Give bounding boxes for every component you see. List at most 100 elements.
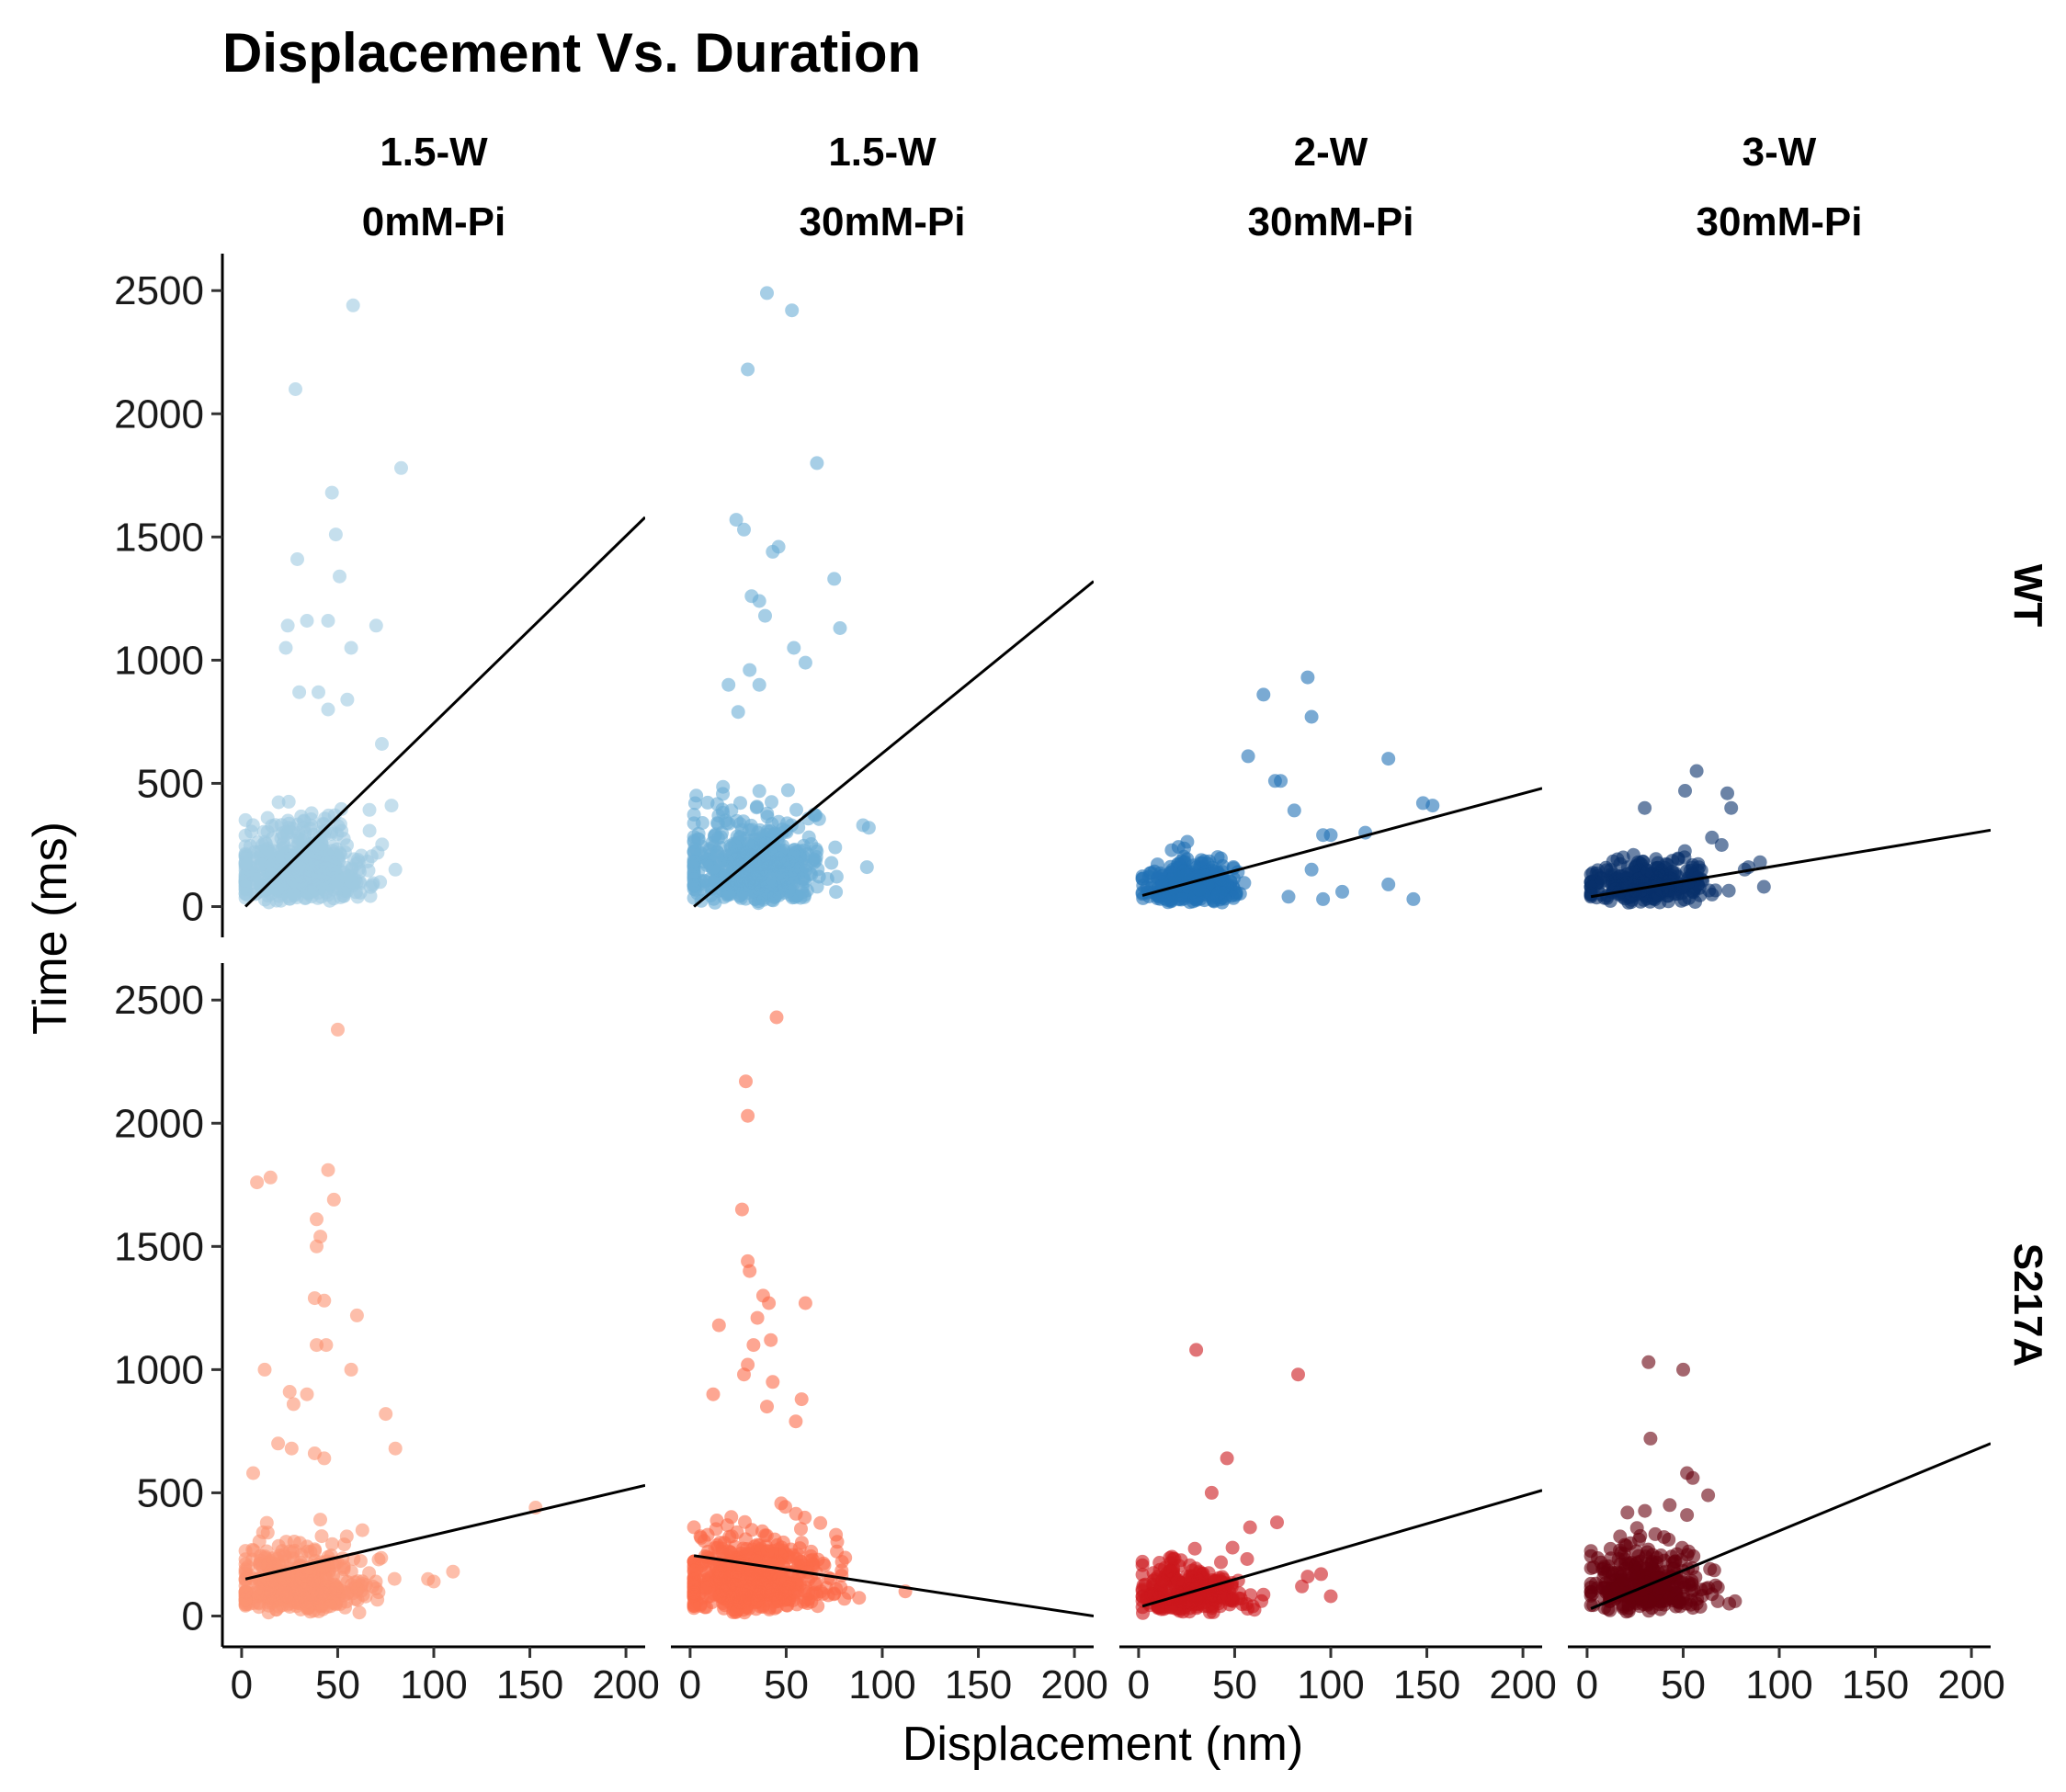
data-point	[760, 1544, 775, 1559]
column-strip-line2: 30mM-Pi	[1697, 199, 1863, 244]
data-point	[1135, 871, 1150, 886]
data-point	[279, 1589, 294, 1604]
data-point	[331, 819, 346, 834]
data-point	[326, 1192, 341, 1207]
data-point	[758, 608, 772, 623]
data-point	[1187, 1541, 1202, 1556]
column-strip-line2: 0mM-Pi	[362, 199, 505, 244]
data-point	[352, 1605, 367, 1620]
data-point	[1648, 892, 1662, 907]
data-point	[314, 1529, 329, 1544]
x-tick-label: 100	[848, 1662, 915, 1707]
x-tick-label: 200	[1040, 1662, 1107, 1707]
data-point	[695, 816, 709, 830]
data-point	[1690, 1592, 1705, 1606]
data-point	[328, 527, 343, 542]
data-point	[1174, 892, 1188, 907]
data-point	[760, 1400, 774, 1414]
data-point	[1281, 890, 1296, 904]
data-point	[1616, 1573, 1630, 1588]
data-point	[1640, 1545, 1654, 1559]
data-point	[1621, 895, 1636, 910]
data-point	[1678, 784, 1692, 798]
data-point	[280, 618, 295, 633]
data-point	[1607, 877, 1622, 891]
data-point	[373, 875, 388, 890]
x-tick-label: 150	[945, 1662, 1012, 1707]
data-point	[344, 1362, 358, 1377]
data-point	[270, 881, 285, 896]
data-point	[716, 779, 731, 794]
data-point	[785, 303, 800, 318]
data-point	[316, 868, 331, 882]
y-axis-label: Time (ms)	[24, 822, 77, 1035]
data-point	[687, 808, 701, 822]
data-point	[743, 1264, 757, 1278]
data-point	[327, 1559, 342, 1573]
data-point	[1599, 863, 1614, 878]
data-point	[371, 1585, 386, 1600]
scatter-points	[238, 1022, 543, 1620]
data-point	[813, 1515, 828, 1530]
data-point	[1720, 786, 1734, 800]
data-point	[1679, 864, 1694, 879]
data-point	[729, 513, 744, 527]
data-point	[1179, 868, 1194, 882]
data-point	[800, 1586, 815, 1601]
data-point	[1151, 1601, 1165, 1616]
data-point	[737, 1367, 751, 1382]
data-point	[743, 663, 757, 677]
data-point	[798, 1296, 812, 1310]
data-point	[344, 874, 358, 889]
data-point	[1144, 1587, 1159, 1602]
data-point	[243, 839, 257, 853]
data-point	[789, 1414, 803, 1429]
data-point	[1601, 1563, 1616, 1578]
x-tick-label: 100	[400, 1662, 467, 1707]
data-point	[1705, 887, 1720, 902]
facet-panel	[1135, 670, 1542, 910]
data-point	[1240, 1552, 1254, 1566]
data-point	[300, 1600, 314, 1615]
data-point	[807, 856, 822, 869]
data-point	[313, 1513, 327, 1527]
data-point	[265, 866, 279, 880]
data-point	[1680, 1508, 1695, 1523]
data-point	[287, 888, 301, 902]
fit-line	[1590, 1442, 1991, 1610]
data-point	[261, 889, 275, 903]
row-strip-labels: WT S217A	[2005, 564, 2050, 1367]
x-tick-label: 200	[1937, 1662, 2004, 1707]
data-point	[687, 834, 701, 849]
data-point	[1304, 709, 1319, 724]
data-point	[707, 891, 721, 906]
data-point	[1626, 847, 1640, 862]
data-point	[1323, 828, 1338, 843]
data-point	[1584, 1548, 1598, 1563]
column-strip-line1: 3-W	[1742, 130, 1817, 175]
data-point	[317, 1293, 332, 1308]
data-point	[312, 685, 325, 699]
data-point	[300, 1387, 314, 1401]
data-point	[1676, 879, 1691, 894]
data-point	[298, 830, 312, 844]
data-point	[1673, 1594, 1687, 1609]
data-point	[687, 1580, 701, 1594]
y-tick-label: 2000	[114, 1101, 204, 1146]
data-point	[331, 1022, 345, 1037]
row-strip-label: WT	[2005, 564, 2050, 628]
data-point	[1651, 856, 1665, 870]
data-point	[1619, 876, 1634, 890]
data-point	[263, 1170, 278, 1185]
data-point	[823, 1571, 838, 1586]
data-point	[293, 861, 308, 876]
fit-line	[693, 1554, 1094, 1617]
data-point	[810, 879, 824, 894]
data-point	[722, 1529, 737, 1544]
data-point	[731, 705, 745, 720]
data-point	[789, 1506, 803, 1521]
data-point	[810, 456, 824, 471]
data-point	[1689, 764, 1704, 778]
x-tick-label: 100	[1745, 1662, 1812, 1707]
data-point	[387, 1571, 402, 1586]
